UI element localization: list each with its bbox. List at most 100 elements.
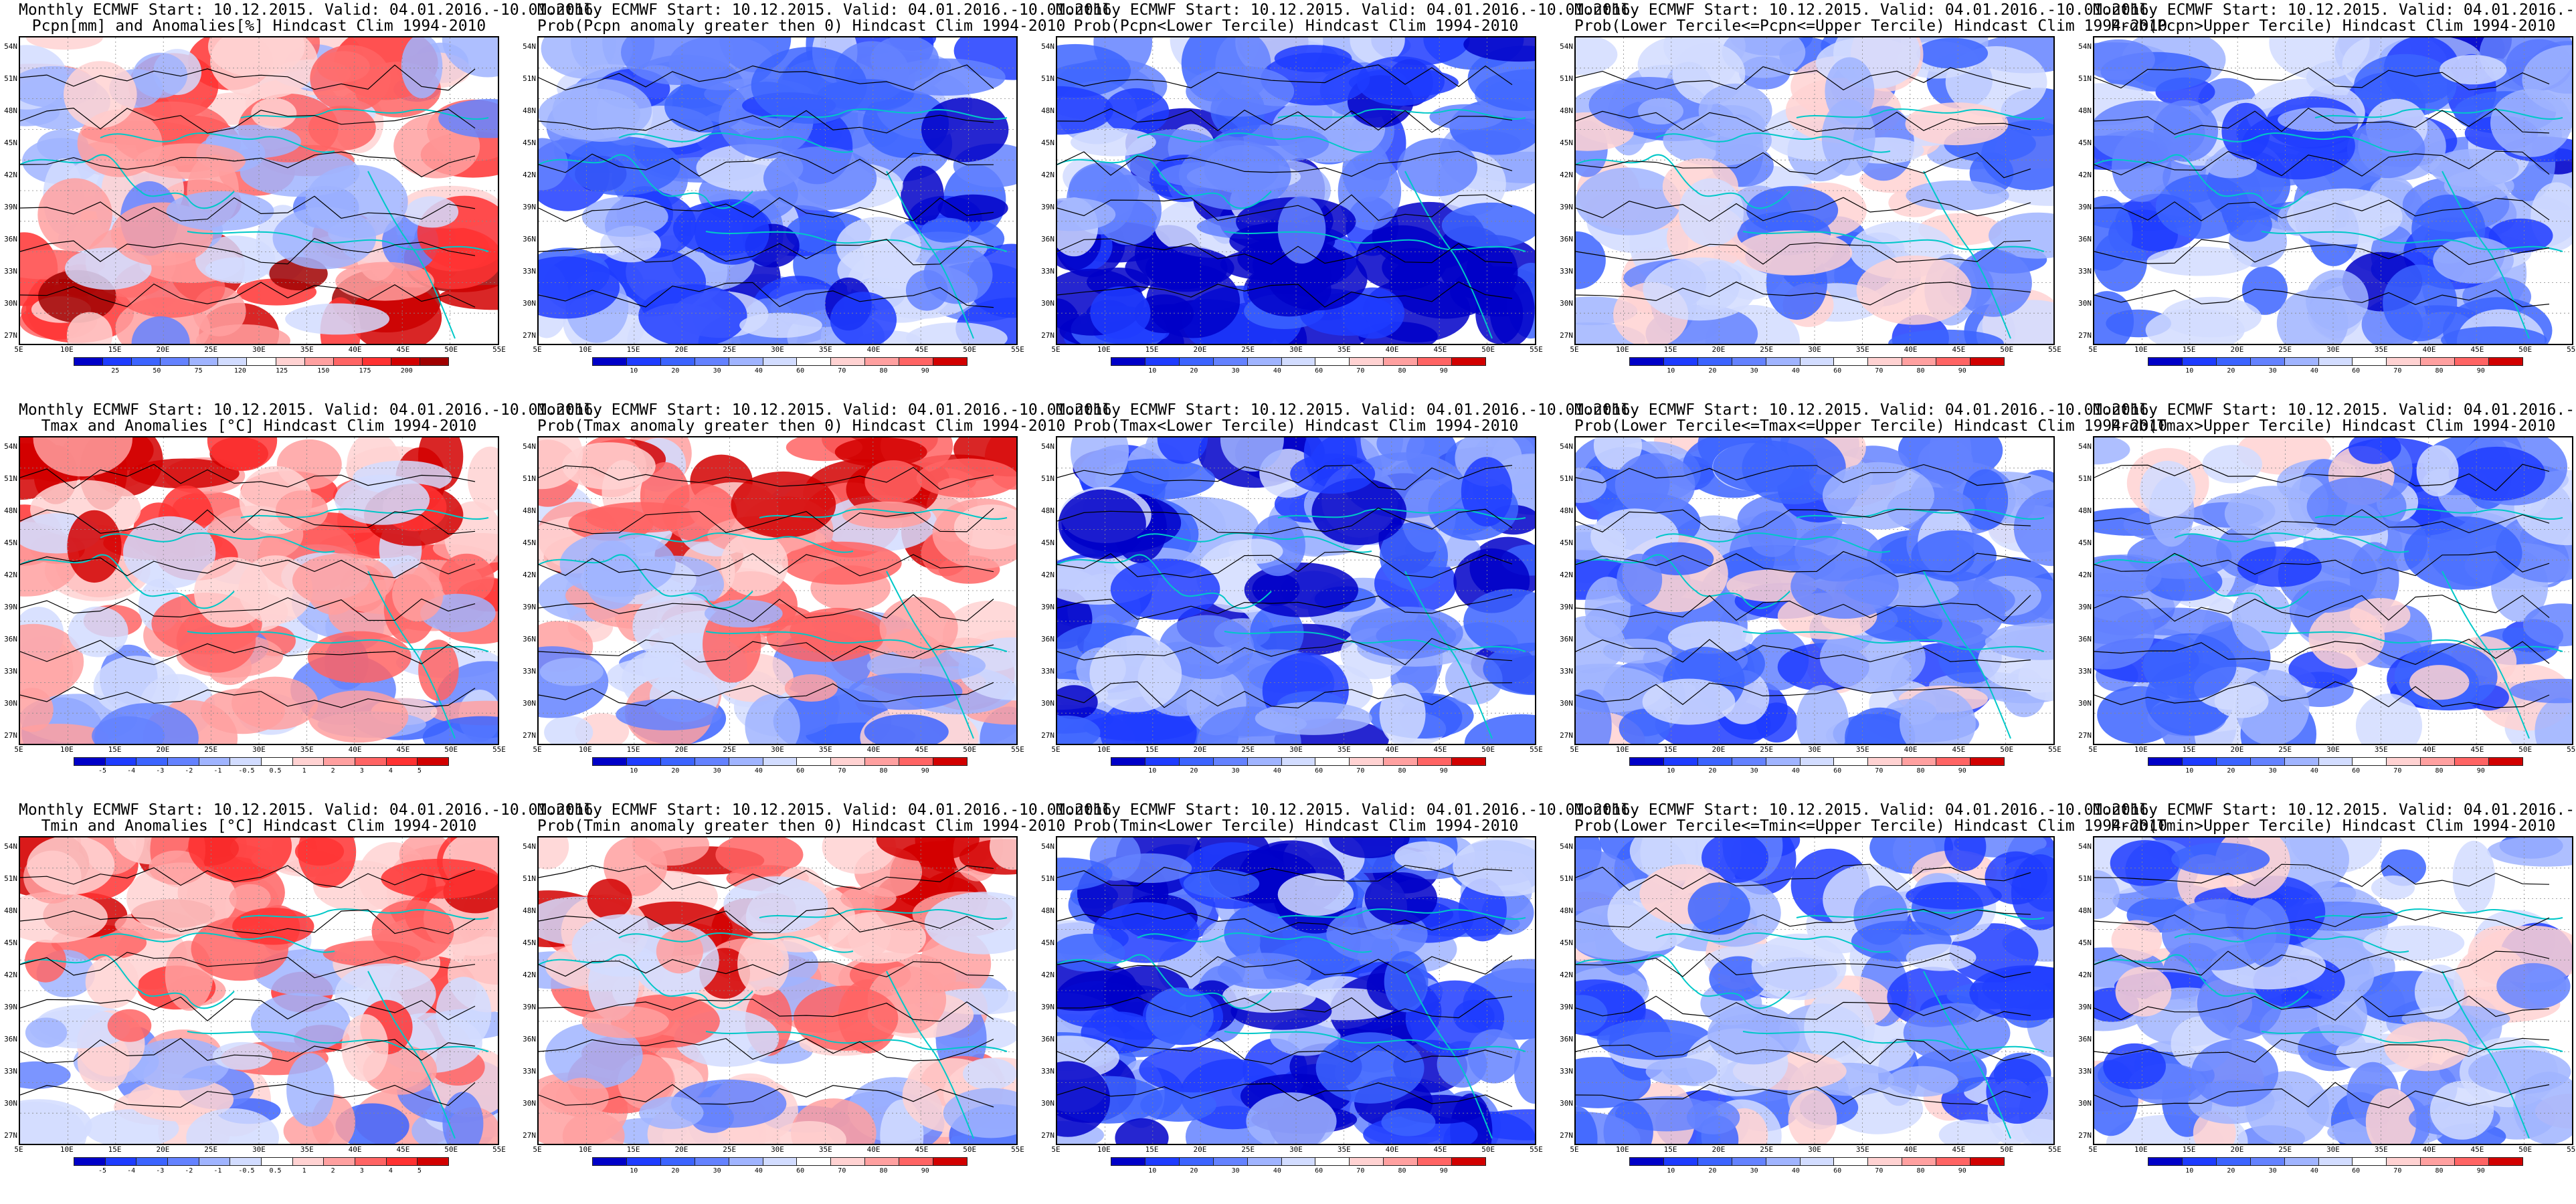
anomaly-field-patch (1070, 437, 1129, 489)
contour-line (1576, 952, 2031, 978)
forecast-map (1574, 436, 2055, 745)
colorbar-swatch (2420, 357, 2456, 366)
anomaly-field-patch (1057, 858, 1113, 891)
lon-tick-label: 35E (818, 745, 832, 754)
lon-tick-label: 40E (348, 345, 362, 354)
coastline (1742, 1031, 2045, 1052)
map-panel-p2: Monthly ECMWF Start: 10.12.2015. Valid: … (519, 0, 1121, 400)
contour-line (2094, 197, 2550, 221)
lon-tick-label: 15E (1145, 345, 1159, 354)
colorbar-swatch (592, 757, 627, 766)
lon-tick-label: 30E (252, 345, 266, 354)
colorbar-tick-label: 30 (1231, 367, 1240, 375)
anomaly-field-patch (2349, 437, 2401, 464)
coastline (1277, 508, 1526, 520)
panel-title2: Tmax and Anomalies [°C] Hindcast Clim 19… (41, 417, 477, 435)
lon-tick-label: 40E (866, 1145, 881, 1154)
anomaly-field-patch (2349, 598, 2411, 633)
lat-tick-label: 48N (1041, 106, 1054, 115)
lat-tick-label: 33N (523, 667, 536, 676)
lon-tick-label: 10E (578, 1145, 592, 1154)
anomaly-field-patch (1057, 959, 1137, 1011)
lon-tick-label: 15E (2182, 1145, 2196, 1154)
lat-tick-label: 42N (1560, 971, 1573, 979)
colorbar (592, 757, 968, 766)
colorbar-tick-label: 5 (417, 1167, 422, 1175)
lon-tick-label: 5E (1051, 345, 1061, 354)
anomaly-field-patch (166, 191, 274, 231)
colorbar-swatch (1281, 757, 1316, 766)
anomaly-field-patch (1888, 329, 2004, 344)
colorbar-swatch (229, 1157, 262, 1166)
lat-tick-label: 39N (2078, 603, 2092, 611)
map-field-svg (1057, 837, 1535, 1144)
lat-tick-label: 27N (2078, 331, 2092, 340)
colorbar-swatch (355, 757, 387, 766)
lat-tick-label: 48N (1560, 906, 1573, 915)
colorbar-tick-label: 25 (111, 367, 120, 375)
lon-tick-label: 55E (1530, 1145, 1543, 1154)
anomaly-field-patch (2278, 107, 2360, 132)
colorbar-swatch (2148, 1157, 2183, 1166)
lon-tick-label: 40E (1385, 345, 1399, 354)
colorbar-swatch (2488, 357, 2523, 366)
colorbar-swatch (1247, 357, 1282, 366)
colorbar-tick-label: 120 (234, 367, 246, 375)
anomaly-field-patch (1157, 437, 1208, 464)
anomaly-field-patch (1159, 615, 1255, 680)
anomaly-field-patch (1057, 715, 1101, 744)
colorbar-swatch (1936, 357, 1971, 366)
anomaly-field-patch (2433, 237, 2514, 284)
anomaly-field-patch (656, 928, 703, 974)
lon-tick-label: 25E (2278, 345, 2292, 354)
anomaly-field-patch (715, 837, 804, 876)
coastline (1923, 571, 2011, 739)
lon-tick-label: 30E (771, 345, 784, 354)
contour-line (539, 999, 994, 1022)
coastline (705, 1031, 1008, 1052)
lon-tick-label: 45E (2470, 745, 2484, 754)
contour-line (539, 110, 994, 134)
lon-tick-label: 55E (2048, 1145, 2061, 1154)
coastline (20, 954, 235, 1009)
contour-line (1057, 550, 1513, 579)
lon-tick-label: 10E (2134, 345, 2148, 354)
lon-tick-label: 10E (1097, 745, 1111, 754)
anomaly-field-patch (864, 714, 949, 744)
contour-line (1576, 508, 2031, 534)
lon-tick-label: 10E (1097, 345, 1111, 354)
anomaly-field-patch (639, 1096, 704, 1129)
contour-line (20, 865, 476, 888)
colorbar-tick-label: 150 (317, 367, 330, 375)
lon-tick-label: 10E (2134, 1145, 2148, 1154)
anomaly-field-patch (1735, 230, 1853, 276)
anomaly-field-patch (723, 876, 828, 934)
contour-line (20, 64, 476, 91)
lon-tick-label: 40E (348, 1145, 362, 1154)
anomaly-field-patch (745, 694, 800, 744)
anomaly-field-patch (751, 47, 867, 124)
colorbar-swatch (2148, 757, 2183, 766)
lat-tick-label: 30N (4, 299, 17, 308)
lat-tick-label: 33N (1041, 667, 1054, 676)
anomaly-field-patch (1441, 202, 1535, 248)
coastline (1057, 554, 1272, 609)
colorbar-tick-label: -1 (213, 1167, 222, 1175)
contour-line (2094, 509, 2550, 535)
lat-tick-label: 51N (1560, 874, 1573, 883)
map-panel-p10: Monthly ECMWF Start: 10.12.2015. Valid: … (2074, 400, 2576, 800)
lon-tick-label: 25E (723, 1145, 737, 1154)
panel-title1: Monthly ECMWF Start: 10.12.2015. Valid: … (19, 1, 603, 19)
anomaly-field-patch (562, 1112, 625, 1144)
anomaly-field-patch (616, 698, 722, 730)
colorbar-swatch (694, 1157, 729, 1166)
contour-line (1057, 1037, 1513, 1065)
colorbar-swatch (355, 1157, 387, 1166)
contour-line (1576, 66, 2031, 91)
colorbar-tick-label: 90 (1439, 1167, 1448, 1175)
lon-tick-label: 5E (533, 745, 542, 754)
coastline (1796, 908, 2045, 920)
panel-title1: Monthly ECMWF Start: 10.12.2015. Valid: … (2093, 1, 2576, 19)
coastline (2094, 954, 2309, 1009)
anomaly-field-patch (20, 1061, 71, 1089)
